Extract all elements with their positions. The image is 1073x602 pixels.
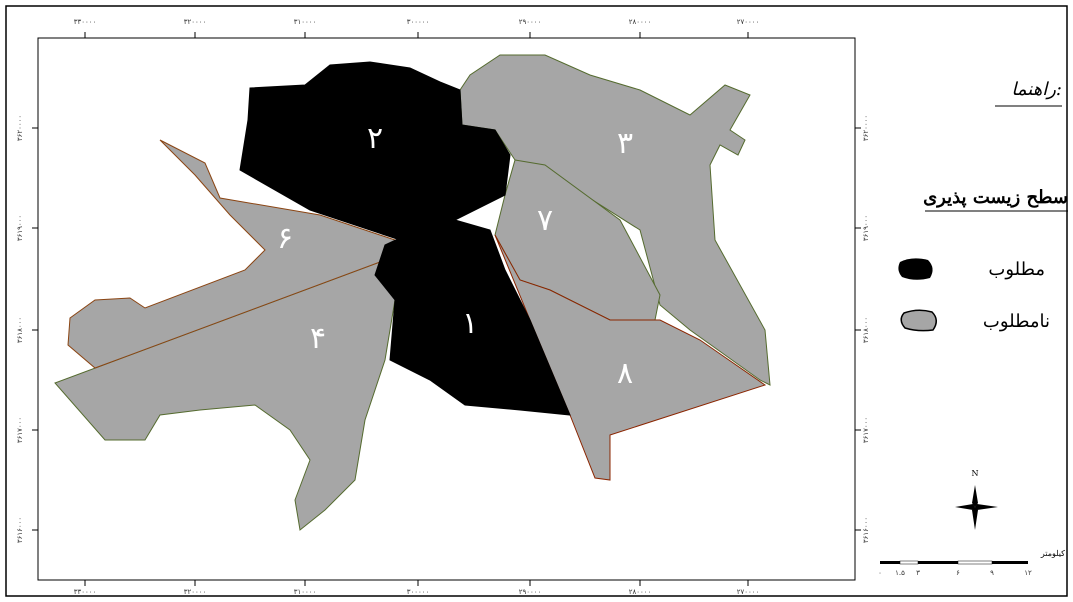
north-label: N bbox=[972, 469, 979, 478]
scale-label: ۱۲ bbox=[1024, 569, 1032, 577]
y-tick-label: ۳۶۱۸۰۰۰ bbox=[862, 317, 870, 343]
zone-label: ۱ bbox=[462, 306, 478, 341]
zone-label: ۷ bbox=[537, 203, 553, 238]
x-tick-label: ۲۷۰۰۰۰ bbox=[737, 588, 760, 596]
y-tick-label: ۳۶۲۰۰۰۰ bbox=[16, 115, 24, 141]
x-tick-label: ۳۱۰۰۰۰ bbox=[294, 18, 317, 26]
zone-6 bbox=[67, 139, 396, 369]
scale-unit: کیلومتر bbox=[1040, 549, 1065, 558]
zones bbox=[54, 54, 771, 531]
x-tick-label: ۳۳۰۰۰۰ bbox=[74, 18, 97, 26]
x-tick-label: ۲۹۰۰۰۰ bbox=[519, 588, 542, 596]
scale-label: ۰ bbox=[878, 569, 882, 577]
scale-label: ۹ bbox=[990, 569, 994, 577]
x-tick-label: ۳۳۰۰۰۰ bbox=[74, 588, 97, 596]
y-tick-label: ۳۶۱۷۰۰۰ bbox=[16, 417, 24, 443]
x-tick-label: ۳۰۰۰۰۰ bbox=[407, 588, 430, 596]
y-tick-label: ۳۶۱۹۰۰۰ bbox=[862, 215, 870, 241]
zone-label: ۴ bbox=[310, 321, 326, 356]
y-tick-label: ۳۶۱۷۰۰۰ bbox=[862, 417, 870, 443]
zone-2 bbox=[239, 61, 511, 241]
scale-bar bbox=[880, 560, 1028, 565]
scale-label: ۳ bbox=[916, 569, 920, 577]
y-tick-label: ۳۶۲۰۰۰۰ bbox=[862, 115, 870, 141]
x-tick-label: ۳۲۰۰۰۰ bbox=[184, 18, 207, 26]
scale-label: ۶ bbox=[956, 569, 960, 577]
x-tick-label: ۳۰۰۰۰۰ bbox=[407, 18, 430, 26]
x-tick-label: ۲۹۰۰۰۰ bbox=[519, 18, 542, 26]
x-tick-label: ۳۲۰۰۰۰ bbox=[184, 588, 207, 596]
north-arrow bbox=[955, 485, 998, 530]
x-tick-label: ۲۸۰۰۰۰ bbox=[629, 588, 652, 596]
y-tick-label: ۳۶۱۶۰۰۰ bbox=[16, 517, 24, 543]
scale-label: ۱.۵ bbox=[895, 569, 905, 577]
x-tick-label: ۲۸۰۰۰۰ bbox=[629, 18, 652, 26]
zone-label: ۳ bbox=[617, 126, 633, 161]
y-tick-label: ۳۶۱۸۰۰۰ bbox=[16, 317, 24, 343]
legend-swatch bbox=[900, 309, 937, 332]
legend-item: نامطلوب bbox=[983, 311, 1050, 332]
x-tick-label: ۳۱۰۰۰۰ bbox=[294, 588, 317, 596]
legend-title: راهنما: bbox=[1011, 79, 1062, 100]
x-tick-label: ۲۷۰۰۰۰ bbox=[737, 18, 760, 26]
zone-1 bbox=[374, 219, 571, 416]
zone-label: ۶ bbox=[277, 221, 293, 256]
legend-subtitle: سطح زیست پذیری bbox=[923, 187, 1068, 208]
legend-swatch bbox=[898, 258, 933, 280]
legend-item: مطلوب bbox=[988, 259, 1045, 280]
y-tick-label: ۳۶۱۹۰۰۰ bbox=[16, 215, 24, 241]
zone-label: ۸ bbox=[617, 356, 633, 391]
y-tick-label: ۳۶۱۶۰۰۰ bbox=[862, 517, 870, 543]
zone-label: ۲ bbox=[367, 121, 383, 156]
